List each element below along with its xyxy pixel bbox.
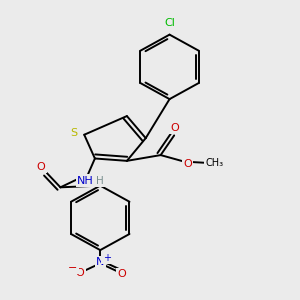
Text: +: + xyxy=(103,253,111,262)
Text: O: O xyxy=(37,162,46,172)
Text: CH₃: CH₃ xyxy=(206,158,224,168)
Text: H: H xyxy=(96,176,104,185)
Text: N: N xyxy=(96,257,104,267)
Text: O: O xyxy=(170,123,179,133)
Text: Cl: Cl xyxy=(164,18,175,28)
Text: O: O xyxy=(76,268,84,278)
Text: −: − xyxy=(68,263,77,273)
Text: O: O xyxy=(183,159,192,169)
Text: S: S xyxy=(70,128,77,138)
Text: NH: NH xyxy=(77,176,94,185)
Text: O: O xyxy=(117,269,126,279)
